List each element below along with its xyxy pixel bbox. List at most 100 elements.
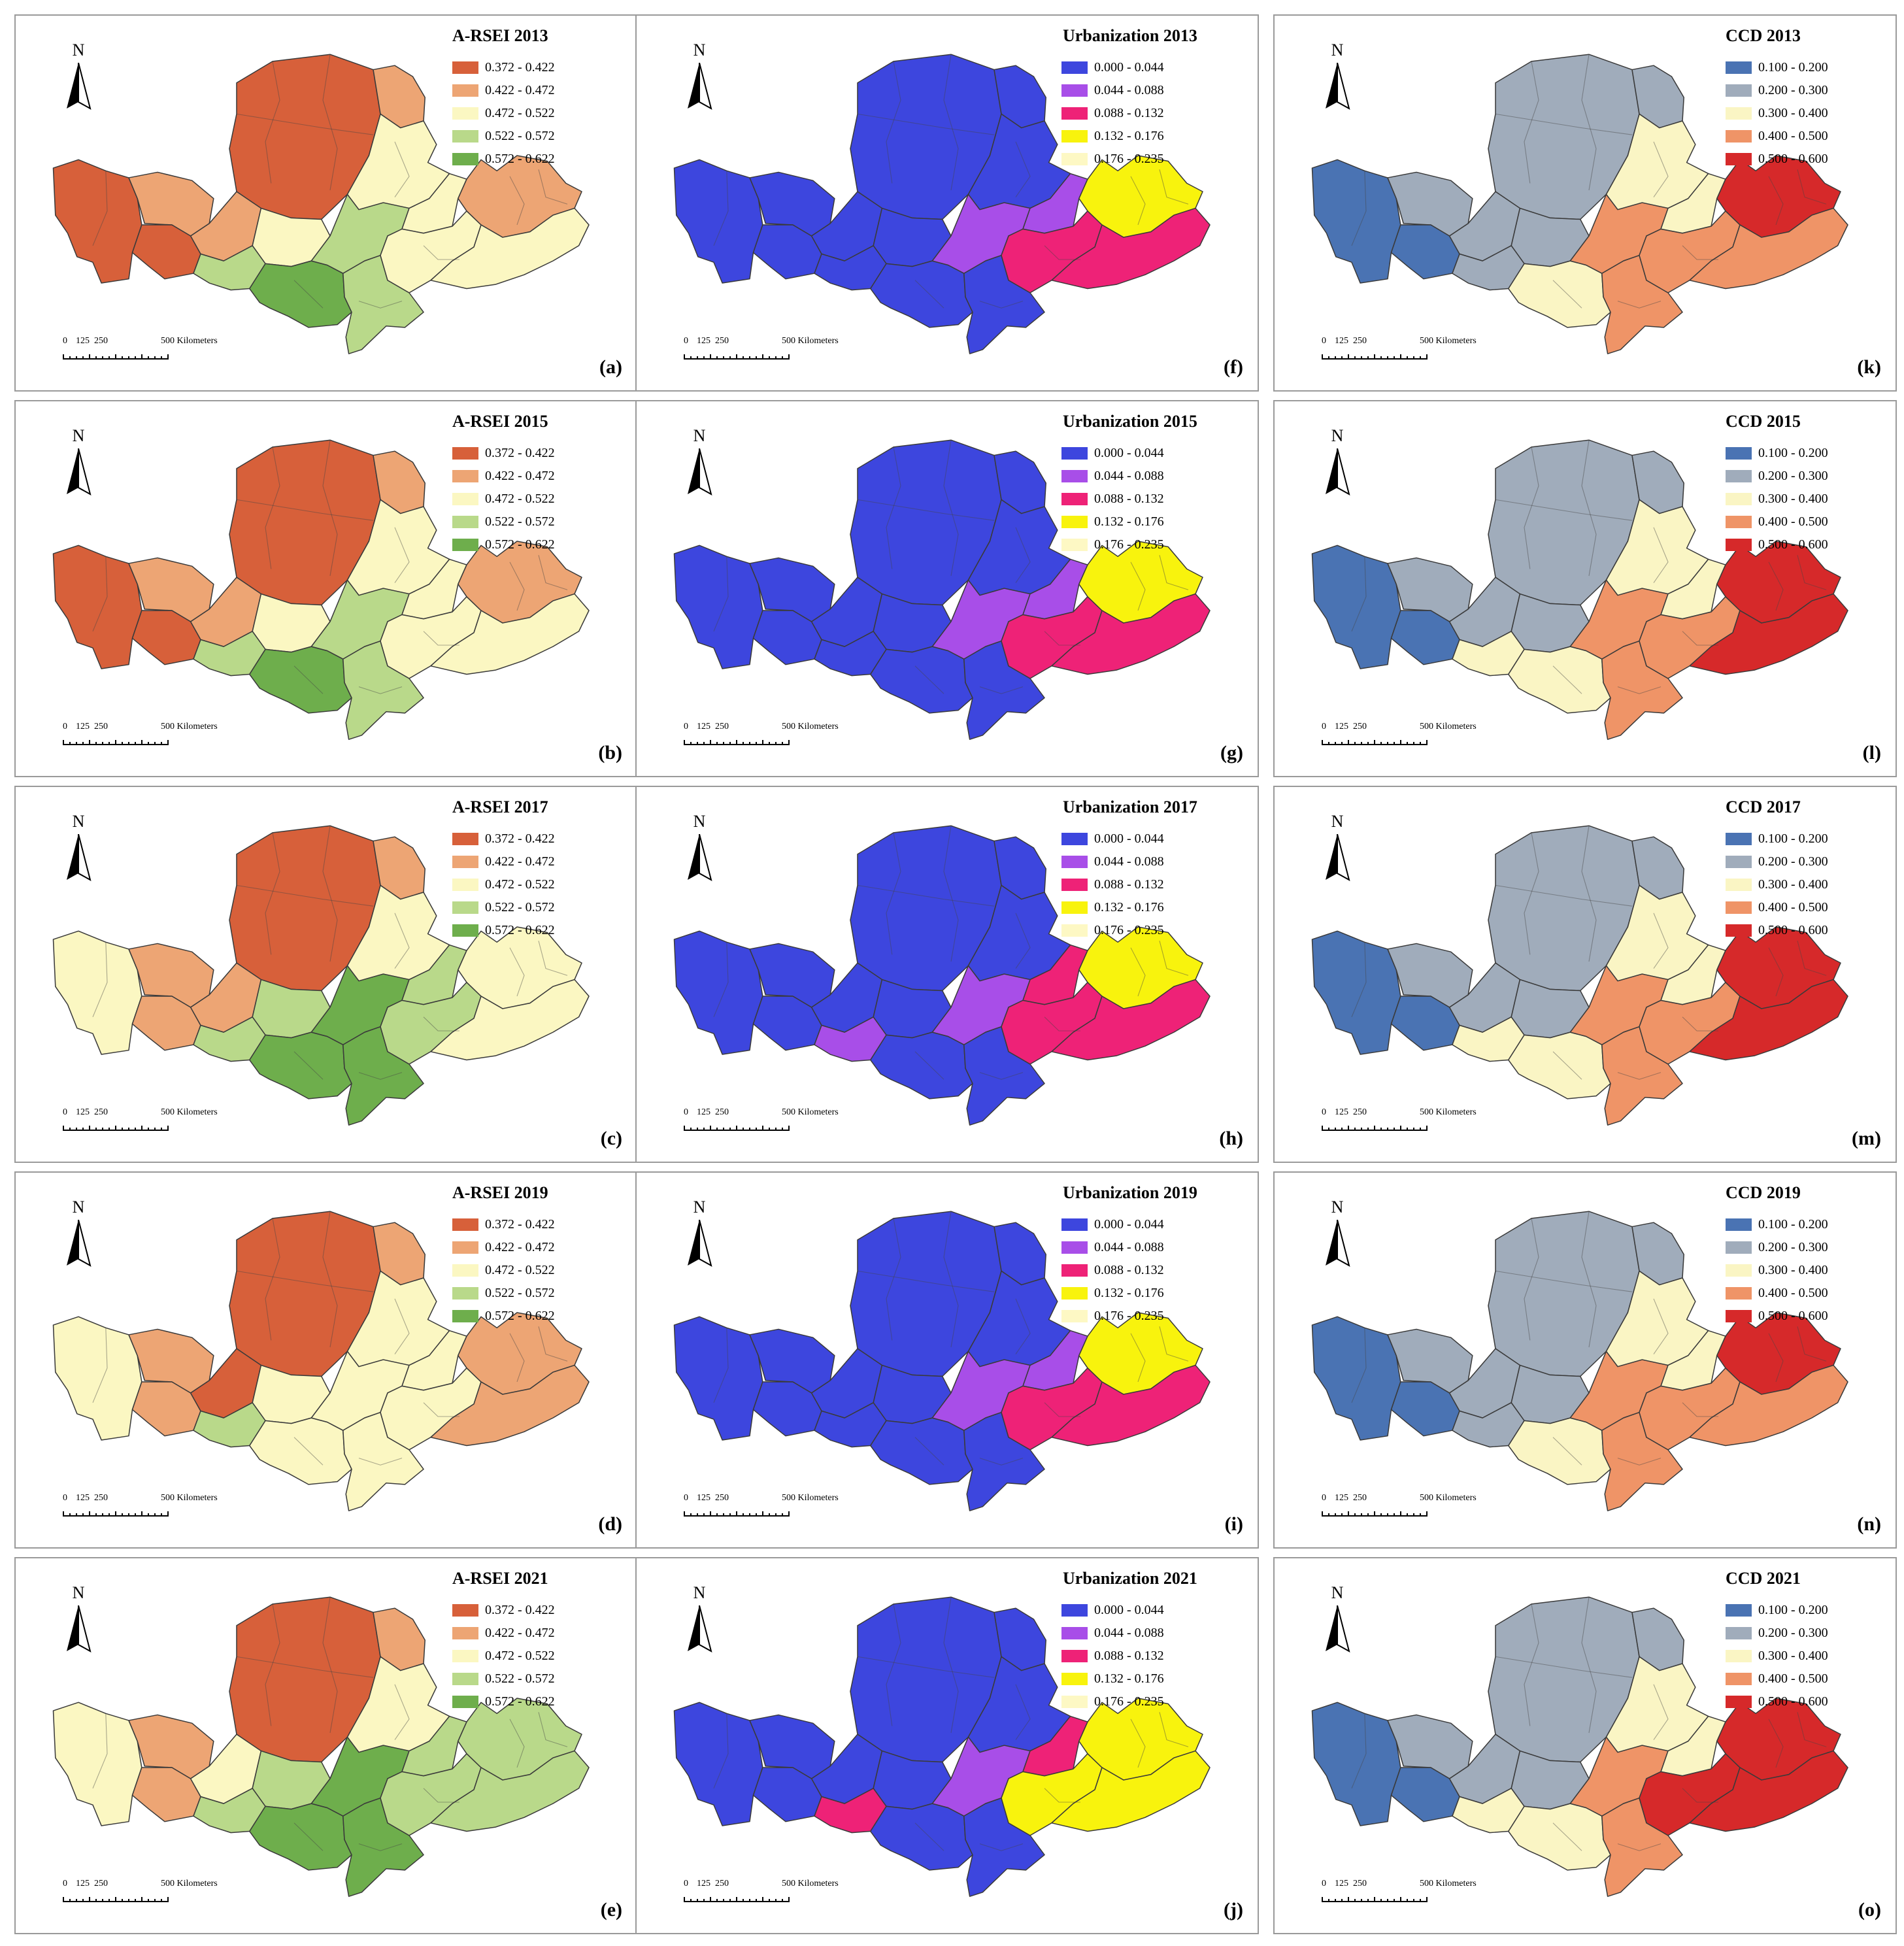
scale-tick-label: 250 — [94, 1879, 108, 1888]
north-label: N — [693, 426, 706, 445]
legend-item: 0.176 - 0.235 — [1061, 919, 1164, 942]
map-region — [1051, 979, 1211, 1061]
legend-label: 0.422 - 0.472 — [485, 1626, 555, 1640]
legend-swatch — [452, 447, 478, 460]
scale-line — [1322, 737, 1428, 745]
legend-item: 0.400 - 0.500 — [1726, 896, 1828, 919]
map-region — [870, 1803, 973, 1871]
scale-tick — [1354, 1899, 1356, 1902]
map-panel-arsei-2021: N A-RSEI 2021 0.372 - 0.422 0.422 - 0.472 0.… — [14, 1557, 638, 1934]
scale-tick — [716, 356, 718, 360]
scale-tick-label: 0 — [1322, 1493, 1326, 1503]
scale-tick-label: 250 — [94, 336, 108, 346]
scale-tick — [154, 1899, 156, 1902]
legend-label: 0.472 - 0.522 — [485, 106, 555, 120]
internal-boundary — [1682, 1402, 1719, 1417]
map-legend: 0.000 - 0.044 0.044 - 0.088 0.088 - 0.132 0… — [1061, 828, 1164, 942]
internal-boundary — [886, 832, 901, 955]
map-title: Urbanization 2017 — [1063, 797, 1197, 816]
legend-swatch — [1061, 1627, 1088, 1639]
scale-tick — [128, 356, 129, 360]
scale-tick — [1426, 1126, 1428, 1131]
scale-tick — [1361, 1128, 1362, 1131]
legend-swatch — [1061, 856, 1088, 868]
scale-tick — [703, 1128, 705, 1131]
scale-tick — [1420, 1513, 1421, 1517]
scale-tick — [1361, 1513, 1362, 1517]
legend-swatch — [1061, 107, 1088, 120]
north-label: N — [1331, 41, 1344, 59]
scale-tick — [1400, 1126, 1401, 1131]
internal-boundary — [1495, 1270, 1633, 1292]
legend-swatch — [452, 1604, 478, 1617]
scale-distance-label: 500 Kilometers — [161, 722, 218, 731]
legend-label: 0.372 - 0.422 — [485, 60, 555, 75]
scale-tick — [1420, 1899, 1421, 1902]
scale-line — [63, 737, 169, 745]
map-title: Urbanization 2021 — [1063, 1569, 1197, 1588]
scale-tick — [89, 740, 90, 745]
legend-swatch — [452, 1650, 478, 1662]
map-region — [1488, 439, 1640, 606]
basin-map — [1311, 1211, 1848, 1511]
scale-tick — [1407, 1899, 1408, 1902]
scale-tick — [1341, 742, 1343, 745]
scale-tick — [749, 1128, 750, 1131]
legend-swatch — [1726, 61, 1752, 74]
map-region — [1689, 1364, 1848, 1447]
scale-tick — [690, 1513, 692, 1517]
map-region — [1488, 1596, 1640, 1763]
internal-boundary — [358, 1458, 403, 1466]
scale-tick — [109, 356, 110, 360]
north-arrow-icon — [1326, 834, 1350, 881]
scale-tick — [76, 1899, 77, 1902]
internal-boundary — [322, 1597, 338, 1734]
legend-label: 0.176 - 0.235 — [1094, 1309, 1164, 1323]
map-title: Urbanization 2013 — [1063, 26, 1197, 45]
internal-boundary — [236, 1270, 374, 1292]
scale-tick — [729, 1899, 731, 1902]
internal-boundary — [236, 113, 374, 135]
basin-map — [673, 54, 1211, 354]
scale-tick — [697, 1899, 698, 1902]
legend-item: 0.472 - 0.522 — [452, 873, 555, 896]
legend-swatch — [1061, 539, 1088, 551]
scale-tick — [703, 742, 705, 745]
scale-tick — [63, 1511, 64, 1517]
scale-tick — [161, 1899, 162, 1902]
scale-tick — [729, 742, 731, 745]
scale-bar: 0 125 250 500 Kilometers — [63, 336, 218, 362]
map-region — [870, 260, 973, 328]
scale-tick-label: 250 — [94, 722, 108, 731]
scale-tick — [1380, 356, 1382, 360]
scale-tick — [1322, 1126, 1323, 1131]
scale-tick — [775, 356, 777, 360]
panel-label: (o) — [1858, 1899, 1881, 1921]
legend-label: 0.422 - 0.472 — [485, 1240, 555, 1254]
scale-tick — [703, 1899, 705, 1902]
scale-tick-label: 250 — [715, 1493, 729, 1503]
scale-tick-label: 125 — [1335, 1107, 1348, 1117]
scale-tick — [769, 1128, 770, 1131]
internal-boundary — [394, 1684, 410, 1740]
scale-tick — [749, 1513, 750, 1517]
basin-map — [1311, 825, 1848, 1126]
map-legend: 0.372 - 0.422 0.422 - 0.472 0.472 - 0.522 0… — [452, 442, 555, 556]
scale-tick — [1374, 1126, 1375, 1131]
internal-boundary — [914, 1822, 944, 1851]
legend-label: 0.176 - 0.235 — [1094, 537, 1164, 552]
internal-boundary — [1617, 1843, 1662, 1851]
map-region — [249, 260, 352, 328]
north-label: N — [693, 1583, 706, 1602]
legend-item: 0.522 - 0.572 — [452, 1282, 555, 1305]
map-region — [1689, 207, 1848, 290]
scale-tick-label: 125 — [76, 336, 90, 346]
scale-tick-label: 125 — [1335, 722, 1348, 731]
legend-swatch — [452, 1218, 478, 1231]
legend-label: 0.200 - 0.300 — [1758, 83, 1828, 97]
scale-tick — [148, 356, 149, 360]
scale-tick — [76, 742, 77, 745]
scale-tick — [76, 356, 77, 360]
internal-boundary — [538, 169, 568, 205]
basin-map — [1311, 54, 1848, 354]
